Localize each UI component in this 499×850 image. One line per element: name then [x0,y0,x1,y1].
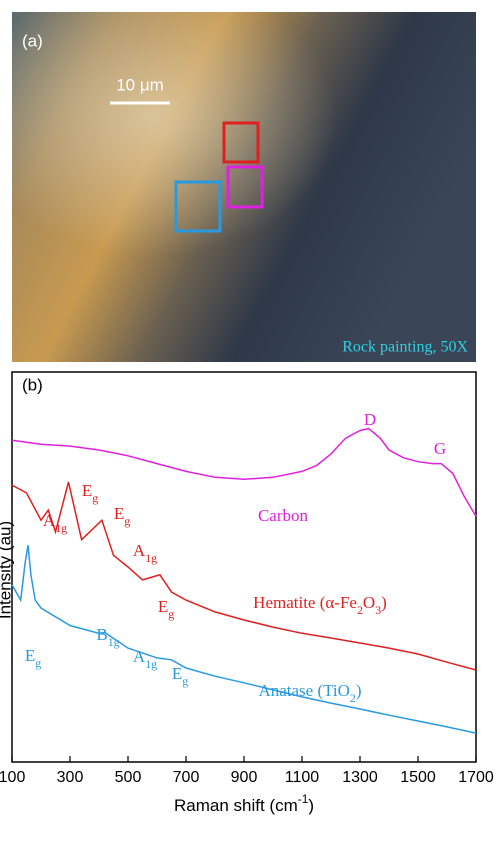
x-tick-label: 1100 [285,769,320,786]
figure: (a) 10 μm Rock painting, 50X (b) Raman s… [0,0,499,845]
spectrum-line [12,429,476,517]
plot-frame [12,372,476,762]
peak-label: G [434,439,446,458]
caption: Rock painting, 50X [342,339,468,356]
x-tick-label: 300 [57,769,84,786]
series-label: Anatase (TiO2) [258,681,361,705]
x-axis-label: Raman shift (cm-1) [174,792,314,815]
y-axis-label: Intensity (au) [0,521,14,619]
spectrum-line [12,545,476,733]
peak-label: D [364,410,376,429]
x-tick-label: 1700 [458,769,494,786]
x-tick-label: 100 [0,769,25,786]
series-label: Carbon [258,506,309,525]
panel-label: (b) [22,375,43,394]
peak-label: Eg [82,481,98,505]
x-tick-label: 700 [173,769,200,786]
spectrum-line [12,482,476,670]
plot: 100 300 500 700 900 1100 1300 1500 1700 Carbon D G H… [0,410,494,786]
peak-label: A1g [133,541,157,565]
x-tick-label: 500 [115,769,142,786]
micrograph-highlight [12,12,476,362]
peak-label: Eg [25,646,41,670]
peak-label: A1g [133,647,157,671]
x-tick-label: 900 [231,769,258,786]
peak-label: B1g [96,625,119,649]
scale-bar-label: 10 μm [116,75,164,94]
peak-label: Eg [158,597,174,621]
panel-label: (a) [22,31,43,50]
peak-label: Eg [114,504,130,528]
series-label: Hematite (α-Fe2O3) [253,593,387,617]
x-tick-label: 1500 [400,769,436,786]
peak-label: A1g [43,511,67,535]
x-tick-label: 1300 [342,769,378,786]
